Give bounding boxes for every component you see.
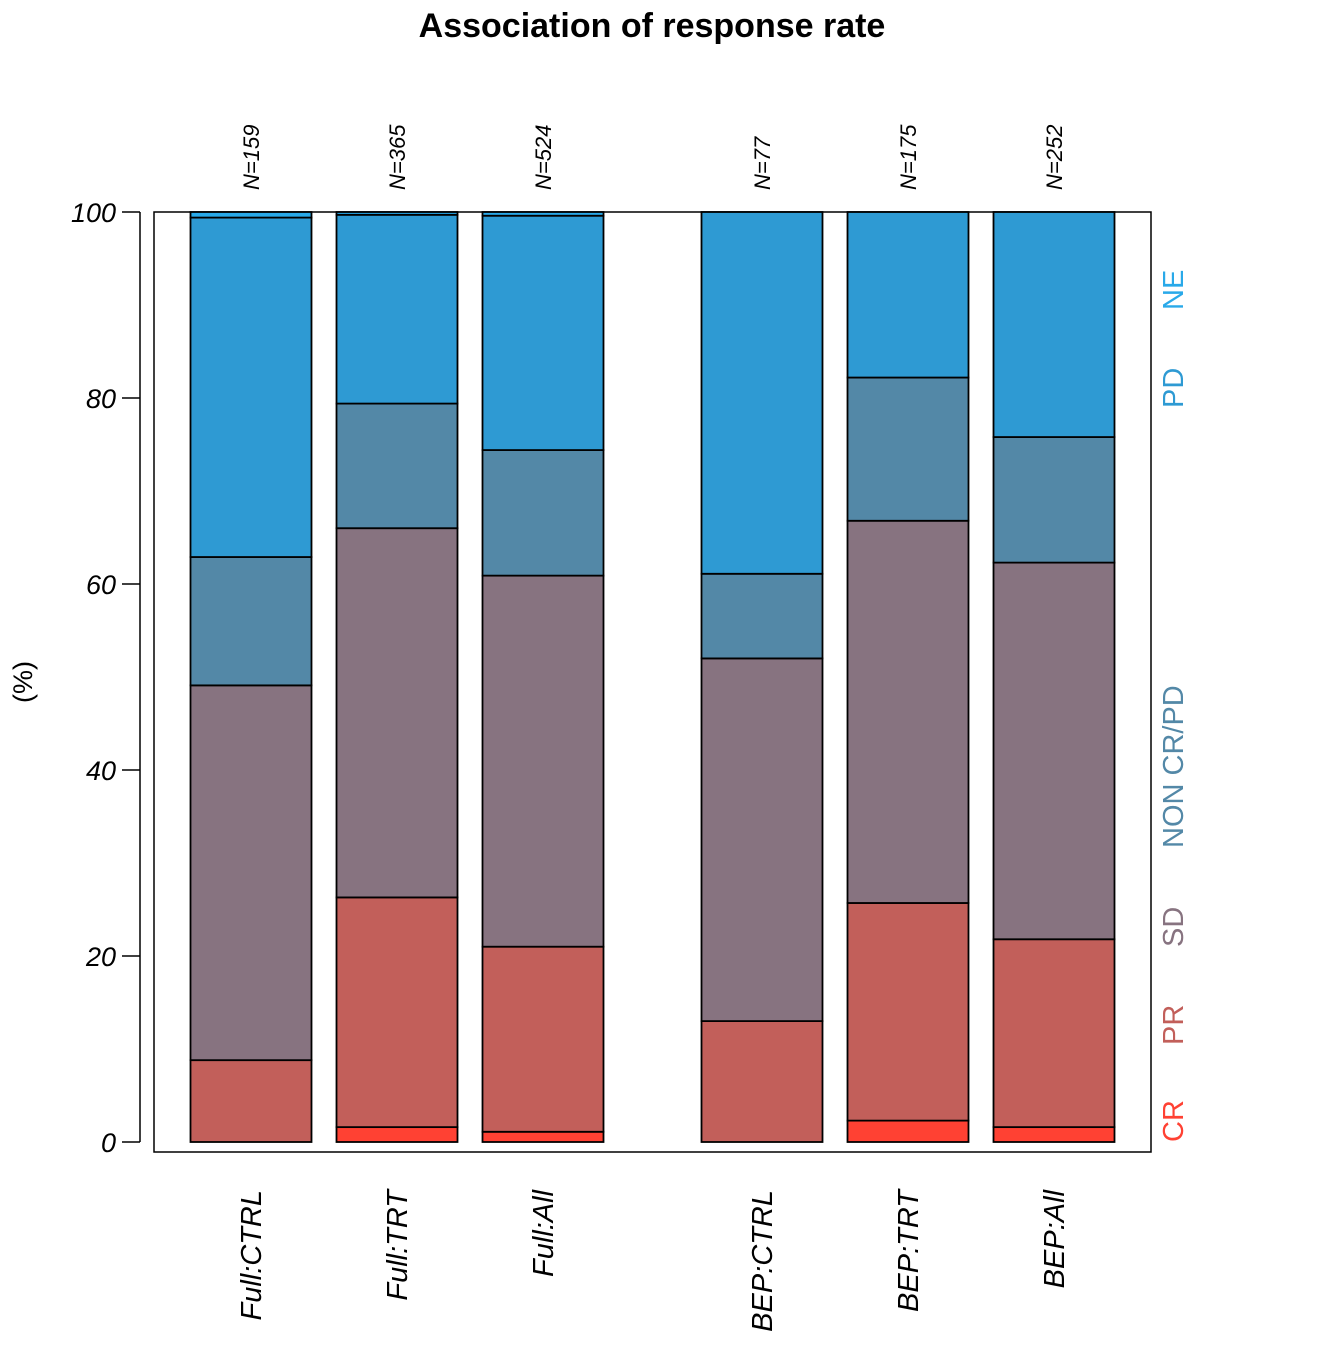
plot-frame <box>153 211 1152 1153</box>
n-label-1: N=365 <box>385 124 410 190</box>
bar-segment-cr-2 <box>481 1130 605 1143</box>
y-tick-label-0: 0 <box>101 1128 116 1158</box>
bar-segment-non-cr-pd-4 <box>846 376 970 522</box>
n-label-4: N=175 <box>896 124 921 190</box>
legend-label-cr: CR <box>1158 1100 1190 1142</box>
legend-label-sd: SD <box>1158 907 1190 947</box>
bar-segment-non-cr-pd-3 <box>700 572 824 660</box>
bar-segment-pd-3 <box>700 211 824 575</box>
y-tick-label-80: 80 <box>86 384 116 414</box>
n-label-2: N=524 <box>531 125 556 190</box>
y-tick-label-60: 60 <box>86 570 116 600</box>
legend: CR PR SD NON CR/PD PD NE <box>1158 270 1190 1142</box>
bar-segment-ne-0 <box>189 211 313 219</box>
bar-segment-sd-5 <box>992 561 1116 941</box>
chart-title: Association of response rate <box>419 7 886 45</box>
bar-segment-ne-2 <box>481 211 605 217</box>
legend-label-non-cr-pd: NON CR/PD <box>1158 685 1190 848</box>
x-tick-label-5: BEP:All <box>1039 1188 1071 1288</box>
y-axis: 0 20 40 60 80 100 <box>71 198 141 1158</box>
bar-segment-pd-4 <box>846 211 970 379</box>
x-tick-label-1: Full:TRT <box>382 1188 414 1301</box>
bar-segment-non-cr-pd-1 <box>335 402 459 530</box>
bar-segment-pr-3 <box>700 1020 824 1143</box>
n-label-0: N=159 <box>239 125 264 190</box>
bar-segment-cr-5 <box>992 1126 1116 1143</box>
bar-segment-pd-0 <box>189 216 313 558</box>
bar-segment-sd-4 <box>846 519 970 904</box>
bar-segment-cr-1 <box>335 1126 459 1143</box>
bar-segment-pr-2 <box>481 945 605 1133</box>
bar-segment-pd-5 <box>992 211 1116 438</box>
bar-segment-non-cr-pd-0 <box>189 556 313 687</box>
bar-segment-non-cr-pd-2 <box>481 449 605 577</box>
x-tick-label-2: Full:All <box>528 1188 560 1277</box>
legend-label-pr: PR <box>1158 1005 1190 1045</box>
legend-label-pd: PD <box>1158 368 1190 408</box>
bars-layer <box>189 211 1116 1143</box>
bar-segment-pd-1 <box>335 213 459 405</box>
x-tick-label-3: BEP:CTRL <box>747 1190 779 1332</box>
y-tick-label-40: 40 <box>86 756 116 786</box>
legend-label-ne: NE <box>1158 270 1190 310</box>
bar-segment-pr-0 <box>189 1059 313 1143</box>
bar-segment-ne-1 <box>335 211 459 216</box>
y-axis-label: (%) <box>8 661 38 703</box>
bar-segment-sd-3 <box>700 657 824 1023</box>
bar-segment-cr-4 <box>846 1119 970 1143</box>
y-tick-label-100: 100 <box>71 198 116 228</box>
bar-segment-non-cr-pd-5 <box>992 436 1116 564</box>
bar-segment-pr-5 <box>992 938 1116 1129</box>
bar-segment-sd-0 <box>189 684 313 1062</box>
n-label-5: N=252 <box>1042 125 1067 190</box>
y-tick-label-20: 20 <box>85 942 116 972</box>
x-tick-label-4: BEP:TRT <box>893 1188 925 1312</box>
x-tick-label-0: Full:CTRL <box>236 1190 268 1321</box>
bar-segment-pr-4 <box>846 902 970 1122</box>
n-label-3: N=77 <box>750 136 775 190</box>
bar-segment-pr-1 <box>335 896 459 1129</box>
bar-segment-sd-2 <box>481 574 605 948</box>
bar-segment-pd-2 <box>481 214 605 451</box>
x-labels-layer: Full:CTRL Full:TRT Full:All BEP:CTRL BEP:TRT… <box>236 1188 1071 1332</box>
bar-segment-sd-1 <box>335 527 459 899</box>
n-labels-layer: N=159 N=365 N=524 N=77 N=175 N=252 <box>239 124 1067 190</box>
